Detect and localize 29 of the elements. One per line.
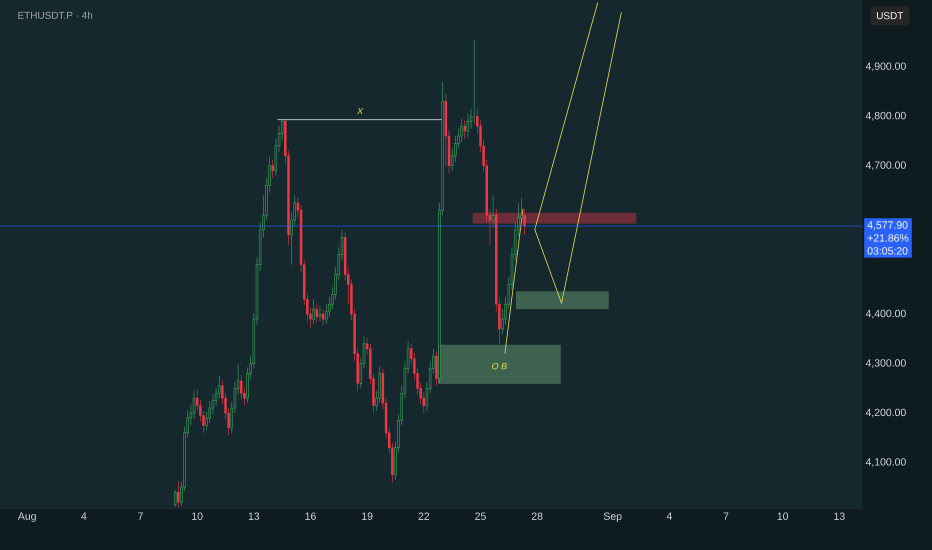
y-tick-label: 4,100.00 [866, 458, 906, 467]
x-tick-label: 13 [834, 512, 845, 520]
x-tick-label: 25 [475, 512, 486, 520]
y-tick-label: 4,200.00 [866, 408, 906, 418]
x-tick-label: 19 [362, 512, 372, 520]
x-tick-label: 13 [248, 512, 260, 520]
y-tick-label: 4,400.00 [866, 310, 906, 318]
y-tick-label: 4,900.00 [866, 62, 906, 72]
x-tick-label: Aug [18, 512, 36, 522]
x-tick-label: 16 [305, 512, 316, 520]
x-tick-label: 28 [532, 512, 543, 520]
text: ETHUSDT.P · 4h [18, 12, 92, 19]
x-tick-label: 4 [666, 512, 672, 520]
y-tick-label: 4,300.00 [866, 359, 906, 368]
text: 03:05:20 [868, 247, 908, 255]
x-tick-label: Sep [604, 512, 622, 522]
y-tick-label: 4,700.00 [866, 161, 906, 170]
text: +21.86% [868, 234, 908, 242]
series-label: X [356, 108, 364, 114]
ref-line-label: 4,577.90 [867, 221, 908, 230]
y-tick-label: 4,800.00 [866, 112, 906, 121]
x-tick-label: 7 [138, 512, 143, 520]
x-tick-label: 10 [192, 512, 203, 520]
x-tick-label: 10 [778, 512, 788, 520]
x-tick-label: 4 [81, 512, 86, 520]
y-axis-title: USDT [876, 12, 904, 20]
x-tick-label: 7 [724, 512, 728, 520]
annotation: O B [492, 362, 507, 370]
x-tick-label: 22 [418, 512, 430, 520]
